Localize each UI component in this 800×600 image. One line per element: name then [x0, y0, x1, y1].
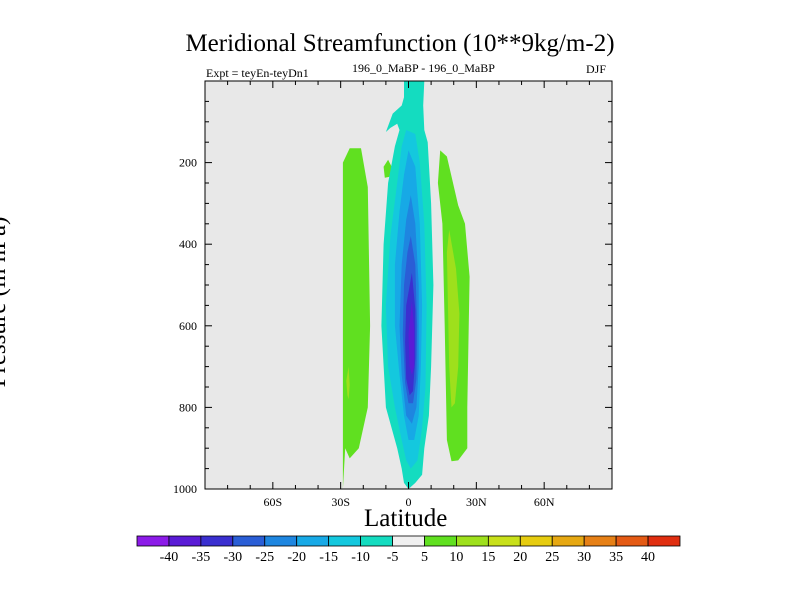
x-tick-label: 30S — [331, 495, 350, 509]
colorbar-box — [519, 535, 553, 547]
season-label: DJF — [586, 62, 607, 76]
y-tick-label: 1000 — [173, 482, 197, 496]
contour-regions — [342, 81, 470, 490]
axis-ticks: 200 400 600 800 1000 60S 30S 0 30N 60N — [173, 81, 612, 509]
colorbar-box — [168, 535, 202, 547]
contour-sh-positive-core — [346, 366, 350, 400]
y-tick-label: 600 — [179, 319, 197, 333]
colorbar-label: 25 — [545, 550, 559, 565]
colorbar-box — [583, 535, 617, 547]
colorbar-label: -25 — [255, 550, 274, 565]
colorbar-label: -40 — [160, 550, 179, 565]
colorbar-label: -30 — [223, 550, 242, 565]
contour-central-cell-core — [408, 301, 415, 375]
colorbar-box — [200, 535, 234, 547]
colorbar-box — [232, 535, 266, 547]
colorbar-label: 20 — [513, 550, 527, 565]
x-tick-label: 60S — [263, 495, 282, 509]
colorbar-label: -10 — [351, 550, 370, 565]
y-tick-label: 800 — [179, 400, 197, 414]
y-tick-label: 200 — [179, 156, 197, 170]
x-tick-label: 60N — [534, 495, 555, 509]
colorbar-box — [328, 535, 361, 547]
contour-sh-positive-cell — [342, 148, 371, 490]
chart-title: Meridional Streamfunction (10**9kg/m-2) — [185, 30, 615, 57]
colorbar-label: 15 — [481, 550, 495, 565]
colorbar-label: 10 — [449, 550, 463, 565]
colorbar-box — [647, 535, 681, 547]
colorbar-label: 35 — [609, 550, 623, 565]
contour-nh-positive-core — [446, 229, 460, 408]
colorbar-box — [392, 535, 425, 547]
colorbar-label: 40 — [641, 550, 655, 565]
colorbar-label: 30 — [577, 550, 591, 565]
colorbar-box — [615, 535, 649, 547]
colorbar-box — [360, 535, 393, 547]
x-tick-label: 30N — [466, 495, 487, 509]
colorbar-box — [264, 535, 298, 547]
x-axis-label: Latitude — [364, 505, 448, 532]
colorbar-box — [296, 535, 330, 547]
y-tick-label: 400 — [179, 237, 197, 251]
colorbar-label: -20 — [287, 550, 306, 565]
colorbar-label: -5 — [387, 550, 399, 565]
colorbar-box — [136, 535, 170, 547]
colorbar: -40 -35 -30 -25 -20 -15 -10 -5 5 10 15 20 25 30 35 40 — [136, 535, 681, 565]
colorbar-box — [551, 535, 585, 547]
colorbar-label: -35 — [192, 550, 211, 565]
colorbar-label: 5 — [421, 550, 428, 565]
colorbar-box — [424, 535, 457, 547]
colorbar-box — [456, 535, 489, 547]
experiment-label: Expt = teyEn-teyDn1 — [206, 66, 309, 80]
colorbar-box — [487, 535, 521, 547]
period-label: 196_0_MaBP - 196_0_MaBP — [352, 61, 495, 75]
x-tick-label: 0 — [406, 495, 412, 509]
colorbar-label: -15 — [319, 550, 338, 565]
